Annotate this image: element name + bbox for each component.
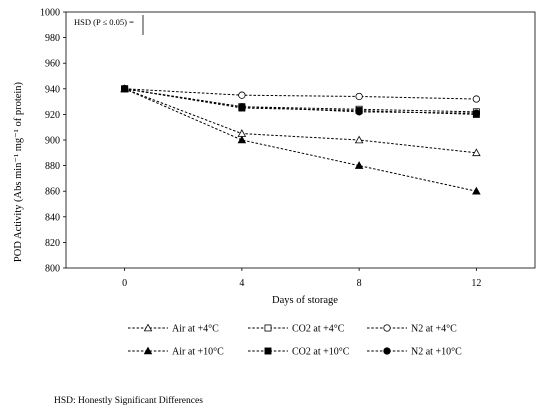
y-tick-label: 1000: [40, 8, 60, 19]
legend-label: Air at +10°C: [172, 347, 224, 358]
y-tick-label: 840: [45, 212, 60, 223]
series-3: [120, 84, 481, 195]
y-tick-label: 920: [45, 110, 60, 121]
x-axis-title: Days of storage: [272, 295, 338, 306]
legend-entry: Air at +10°C: [128, 347, 224, 358]
series-1: [121, 85, 480, 116]
series-line: [124, 88, 477, 113]
axes: 800 820 840 860 880 900 920 940 960 980 1000 0 4 8 12: [40, 8, 536, 289]
legend-entry: Air at +4°C: [128, 324, 219, 335]
y-axis-title: POD Activity (Abs min⁻¹ mg⁻¹ of protein): [13, 81, 24, 262]
footnote: HSD: Honestly Significant Differences: [54, 395, 203, 406]
data-point: [354, 135, 364, 144]
series-line: [124, 88, 477, 154]
data-point: [238, 103, 246, 111]
legend-marker: [264, 347, 272, 355]
data-point: [237, 135, 247, 144]
y-tick-label: 880: [45, 161, 60, 172]
x-tick-label: 8: [357, 278, 362, 289]
series-line: [124, 88, 477, 115]
y-tick-label: 820: [45, 238, 60, 249]
hsd-annotation-label: HSD (P ≤ 0.05) =: [74, 17, 134, 27]
legend-entry: N2 at +10°C: [367, 347, 462, 358]
legend-label: N2 at +4°C: [411, 324, 457, 335]
plot-frame: [65, 11, 536, 269]
data-point: [472, 109, 481, 117]
series-0: [120, 84, 481, 157]
series-line: [124, 88, 477, 192]
data-point: [472, 186, 481, 195]
data-point: [355, 92, 363, 101]
legend-marker: [383, 324, 391, 332]
x-tick-label: 12: [471, 278, 481, 289]
legend-marker: [264, 324, 272, 332]
y-tick-label: 860: [45, 187, 60, 198]
data-point: [472, 95, 481, 103]
series-layer: [120, 84, 481, 195]
data-point: [354, 161, 364, 169]
data-point: [355, 108, 363, 116]
legend-label: Air at +4°C: [172, 324, 219, 335]
x-tick-label: 0: [122, 278, 127, 289]
x-tick-label: 4: [239, 278, 244, 289]
legend-label: CO2 at +10°C: [292, 347, 350, 358]
y-tick-label: 980: [45, 33, 60, 44]
data-point: [237, 129, 247, 137]
data-point: [472, 148, 481, 157]
series-2: [120, 85, 481, 103]
legend-marker: [143, 323, 153, 332]
series-line: [124, 88, 477, 114]
legend-entry: CO2 at +10°C: [248, 347, 350, 358]
y-tick-label: 940: [45, 84, 60, 95]
legend-marker: [143, 346, 153, 355]
legend-entry: N2 at +4°C: [367, 324, 457, 335]
legend-marker: [383, 347, 391, 355]
y-tick-label: 800: [45, 264, 60, 275]
legend-entry: CO2 at +4°C: [248, 324, 345, 335]
legend: Air at +4°C CO2 at +4°C N2 at +4°C Air at +…: [128, 324, 462, 358]
legend-label: N2 at +10°C: [411, 347, 462, 358]
data-point: [120, 85, 129, 93]
legend-label: CO2 at +4°C: [292, 324, 345, 335]
series-line: [124, 88, 477, 100]
y-tick-label: 900: [45, 136, 60, 147]
series-5: [120, 85, 481, 117]
data-point: [238, 91, 246, 99]
y-tick-label: 960: [45, 59, 60, 70]
annotations: HSD (P ≤ 0.05) = POD Activity (Abs min⁻¹…: [13, 15, 338, 406]
